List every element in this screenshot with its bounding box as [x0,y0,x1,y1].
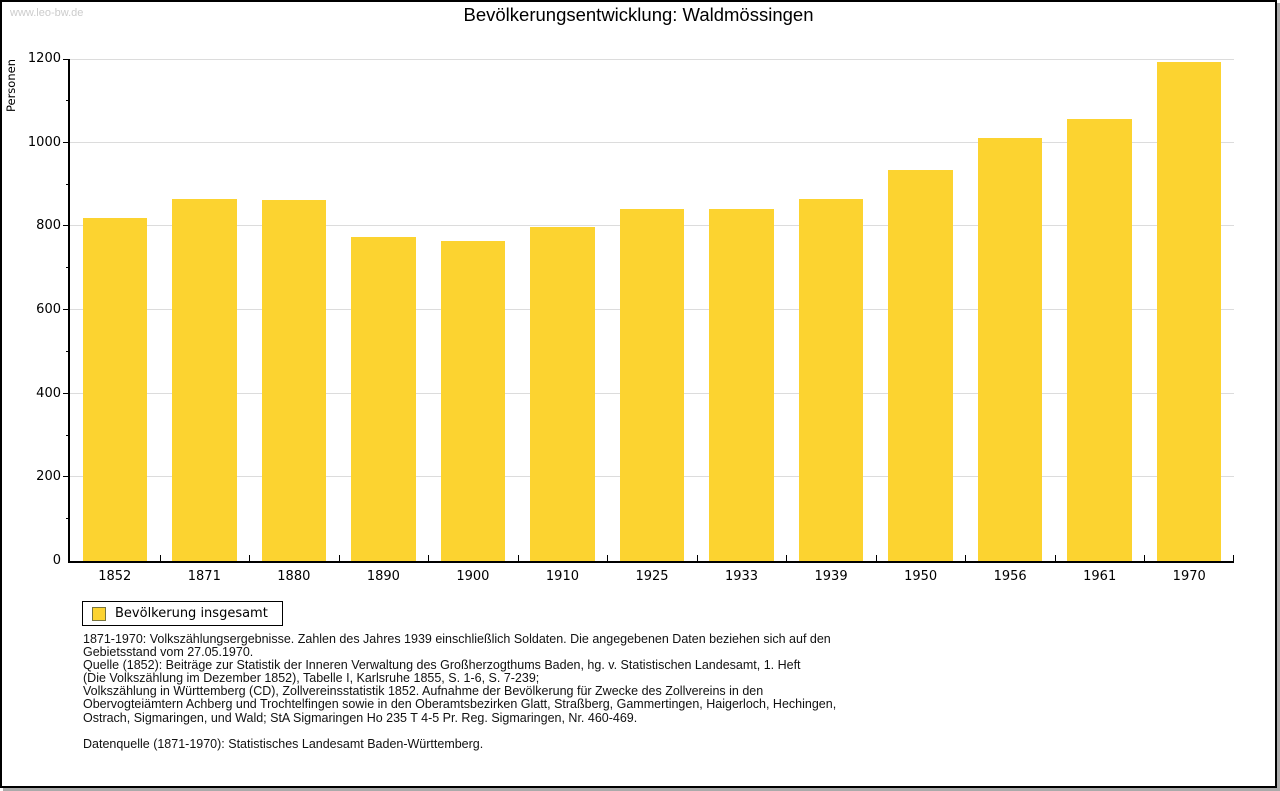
x-axis-tick [338,555,340,561]
bar-1933 [709,208,774,561]
bar-slot: 1933 [697,59,787,584]
bar-1880 [261,199,327,561]
watermark: www.leo-bw.de [10,7,84,19]
bar-slot: 1871 [160,59,250,584]
y-minor-tick [66,267,70,269]
x-tick-label: 1961 [1083,569,1117,584]
bar-slot: 1852 [70,59,160,584]
x-axis-tick [159,555,161,561]
y-tick-label: 1000 [27,134,61,150]
bar-1910 [530,227,595,561]
x-tick-label: 1890 [366,569,400,584]
bar-1900 [440,240,506,561]
footnotes: 1871-1970: Volkszählungsergebnisse. Zahl… [83,632,837,751]
x-axis-tick [607,555,609,561]
x-axis-tick [696,555,698,561]
y-tick-label: 0 [52,553,61,568]
x-tick-label: 1852 [98,569,132,584]
x-tick-label: 1939 [814,569,848,584]
x-tick-label: 1970 [1172,569,1206,584]
x-tick-label: 1933 [724,569,759,584]
x-axis-tick [875,555,877,561]
x-axis-tick [965,555,967,561]
bar-slot: 1890 [339,59,429,584]
x-axis-tick [786,555,788,561]
x-axis-tick [517,555,519,561]
x-axis-tick [428,555,430,561]
page-title: Bevölkerungsentwicklung: Waldmössingen [463,4,814,25]
y-major-tick [63,59,70,60]
x-axis-tick [1144,555,1146,561]
bar-1852 [82,217,147,561]
footnote-line: Quelle (1852): Beiträge zur Statistik de… [83,658,801,673]
x-tick-label: 1910 [545,569,579,584]
bar-slot: 1939 [786,59,876,584]
footnote-line: Obervogteiämtern Achberg und Trochtelfin… [83,697,837,712]
y-axis-title: Personen [4,59,18,113]
bar-slot: 1900 [428,59,518,584]
legend-swatch-icon [92,606,106,621]
legend: Bevölkerung insgesamt [82,601,283,626]
x-tick-label: 1950 [904,569,938,584]
y-tick-label: 400 [36,385,61,401]
bar-1950 [888,169,953,561]
bar-1961 [1067,118,1132,561]
legend-label: Bevölkerung insgesamt [115,606,268,621]
bar-slot: 1880 [249,59,339,584]
x-tick-label: 1871 [187,569,221,584]
bar-1970 [1156,61,1222,561]
bar-1871 [172,198,237,561]
x-tick-label: 1956 [993,569,1027,584]
bar-1939 [798,198,864,561]
y-tick-label: 600 [36,302,61,317]
y-minor-tick [66,350,70,352]
bar-slot: 1925 [607,59,697,584]
bar-1956 [977,138,1043,561]
x-tick-label: 1880 [277,569,311,584]
x-axis-tick [1054,555,1056,561]
y-major-tick [63,141,70,143]
footnote-line: (Die Volkszählung im Dezember 1852), Tab… [83,671,540,686]
datasource-line: Datenquelle (1871-1970): Statistisches L… [83,736,484,751]
bar-slot: 1970 [1144,59,1234,584]
y-tick-label: 200 [36,469,61,485]
footnote-line: 1871-1970: Volkszählungsergebnisse. Zahl… [83,632,831,646]
y-major-tick [63,392,70,394]
y-minor-tick [66,518,70,520]
footnote-line: Gebietsstand vom 27.05.1970. [83,645,254,660]
y-major-tick [63,476,70,478]
bar-1890 [351,236,416,561]
bar-slot: 1950 [876,59,966,584]
y-gridline [70,141,1234,143]
y-major-tick [63,309,70,310]
y-minor-tick [66,99,70,101]
x-tick-label: 1900 [456,569,490,584]
y-tick-label: 1200 [27,51,61,66]
x-axis-tick [1233,555,1234,561]
footnote-line: Ostrach, Sigmaringen, und Wald; StA Sigm… [83,710,638,725]
bar-1925 [619,208,685,561]
x-axis-tick [249,555,251,561]
y-gridline [70,59,1234,60]
bar-slot: 1956 [965,59,1055,584]
bar-slot: 1961 [1055,59,1145,584]
y-minor-tick [66,434,70,436]
bar-slot: 1910 [518,59,608,584]
plot-area: 0 200 400 600 800 1000 1200 1852 1871 1880 1890 190… [28,52,1234,584]
y-minor-tick [66,183,70,185]
y-tick-label: 800 [36,218,61,234]
footnote-line: Volkszählung in Württemberg (CD), Zollve… [83,684,764,699]
x-tick-label: 1925 [635,569,669,584]
y-major-tick [63,225,70,227]
